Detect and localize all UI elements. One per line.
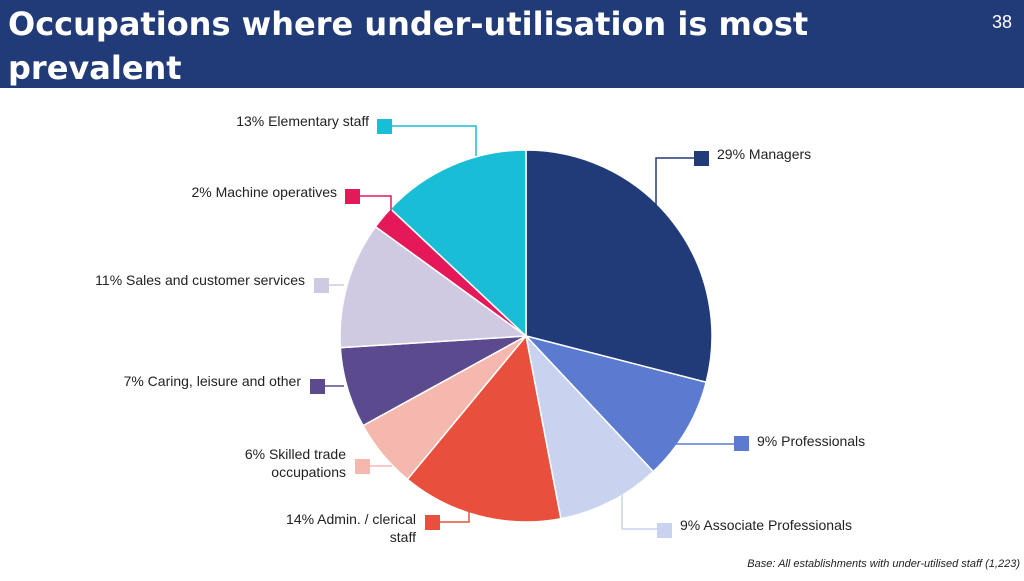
- legend-swatch-0: [694, 151, 709, 166]
- legend-swatch-2: [657, 523, 672, 538]
- base-note: Base: All establishments with under-util…: [747, 558, 1020, 570]
- leader-line-2: [621, 488, 657, 530]
- legend-swatch-6: [314, 278, 329, 293]
- leader-line-0: [655, 157, 694, 208]
- slice-label-5: 7% Caring, leisure and other: [124, 373, 302, 389]
- pie-slice-1: [523, 334, 708, 473]
- slice-label-3: 14% Admin. / clerical staff: [286, 511, 416, 545]
- pie-slice-3: [406, 334, 562, 523]
- leader-line-7: [360, 195, 392, 212]
- legend-swatch-7: [345, 189, 360, 204]
- slice-label-8: 13% Elementary staff: [236, 113, 369, 129]
- pie-slice-6: [339, 225, 529, 349]
- leader-line-3: [440, 506, 470, 523]
- legend-swatch-4: [355, 459, 370, 474]
- slice-label-1: 9% Professionals: [757, 433, 865, 449]
- leader-line-8: [392, 125, 477, 156]
- slice-label-6: 11% Sales and customer services: [95, 272, 305, 288]
- legend-swatch-1: [734, 436, 749, 451]
- pie-chart: 29% Managers 9% Professionals 9% Associate…: [95, 113, 865, 545]
- page-number: 38: [991, 12, 1012, 32]
- legend-swatch-8: [377, 119, 392, 134]
- page-title: Occupations where under-utilisation is m…: [8, 5, 809, 87]
- legend-swatch-5: [310, 379, 325, 394]
- slice-label-7: 2% Machine operatives: [191, 184, 337, 200]
- pie-slice-8: [389, 149, 527, 338]
- slice-label-4: 6% Skilled trade occupations: [245, 446, 346, 480]
- header-bar: Occupations where under-utilisation is m…: [0, 0, 1024, 88]
- legend-swatch-3: [425, 515, 440, 530]
- slice-label-2: 9% Associate Professionals: [680, 517, 852, 533]
- pie-slice-2: [524, 333, 655, 520]
- pie-chart-area: 29% Managers 9% Professionals 9% Associate…: [0, 88, 1024, 576]
- slice-label-0: 29% Managers: [717, 146, 811, 162]
- pie-slice-0: [525, 149, 713, 384]
